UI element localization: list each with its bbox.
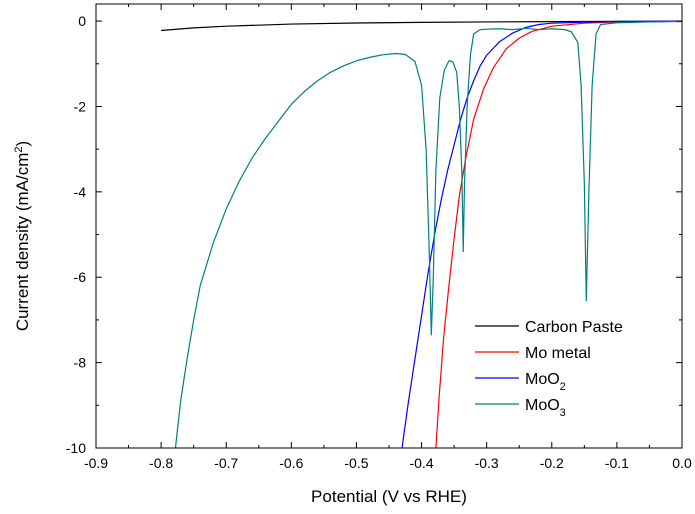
y-tick-label: -4 [74,184,87,200]
x-tick-label: -0.1 [605,455,629,471]
legend-label-subscript: 3 [560,407,566,419]
legend-label-carbon-paste: Carbon Paste [525,319,623,336]
legend-label-base: Mo metal [525,345,591,362]
y-axis-label: Current density (mA/cm2) [13,141,32,331]
legend-label-base: Carbon Paste [525,319,623,336]
x-tick-label: -0.3 [475,455,499,471]
y-axis-label-main: Current density (mA/cm [13,153,32,332]
y-axis-label-tail: ) [13,141,32,147]
y-tick-label: -8 [74,355,87,371]
y-tick-label: 0 [78,13,86,29]
y-tick-label: -10 [66,440,86,456]
x-tick-label: -0.8 [149,455,173,471]
legend-label-base: MoO [525,397,560,414]
series-line-carbon-paste [161,20,682,32]
y-axis-label-sup: 2 [13,147,25,153]
x-tick-label: -0.2 [540,455,564,471]
legend-label-subscript: 2 [560,381,566,393]
series-line-moo3 [174,20,682,448]
x-tick-label: -0.6 [279,455,303,471]
x-tick-label: -0.4 [409,455,433,471]
y-tick-label: -2 [74,98,87,114]
x-tick-label: -0.5 [344,455,368,471]
x-axis-label: Potential (V vs RHE) [311,487,467,506]
x-tick-label: -0.9 [84,455,108,471]
legend-label-moo2: MoO2 [525,371,566,393]
series-line-mo-metal [435,20,682,448]
x-tick-label: -0.7 [214,455,238,471]
series-layer [161,20,682,448]
series-line-moo2 [401,20,682,448]
axes-layer: -0.9 -0.8 -0.7 -0.6 -0.5 -0.4 -0.3 -0.2 -0.1 0.0 0… [66,3,692,471]
x-tick-label: 0.0 [672,455,692,471]
y-tick-label: -6 [74,269,87,285]
legend-label-base: MoO [525,371,560,388]
legend-label-moo3: MoO3 [525,397,566,419]
legend-label-mo-metal: Mo metal [525,345,591,362]
